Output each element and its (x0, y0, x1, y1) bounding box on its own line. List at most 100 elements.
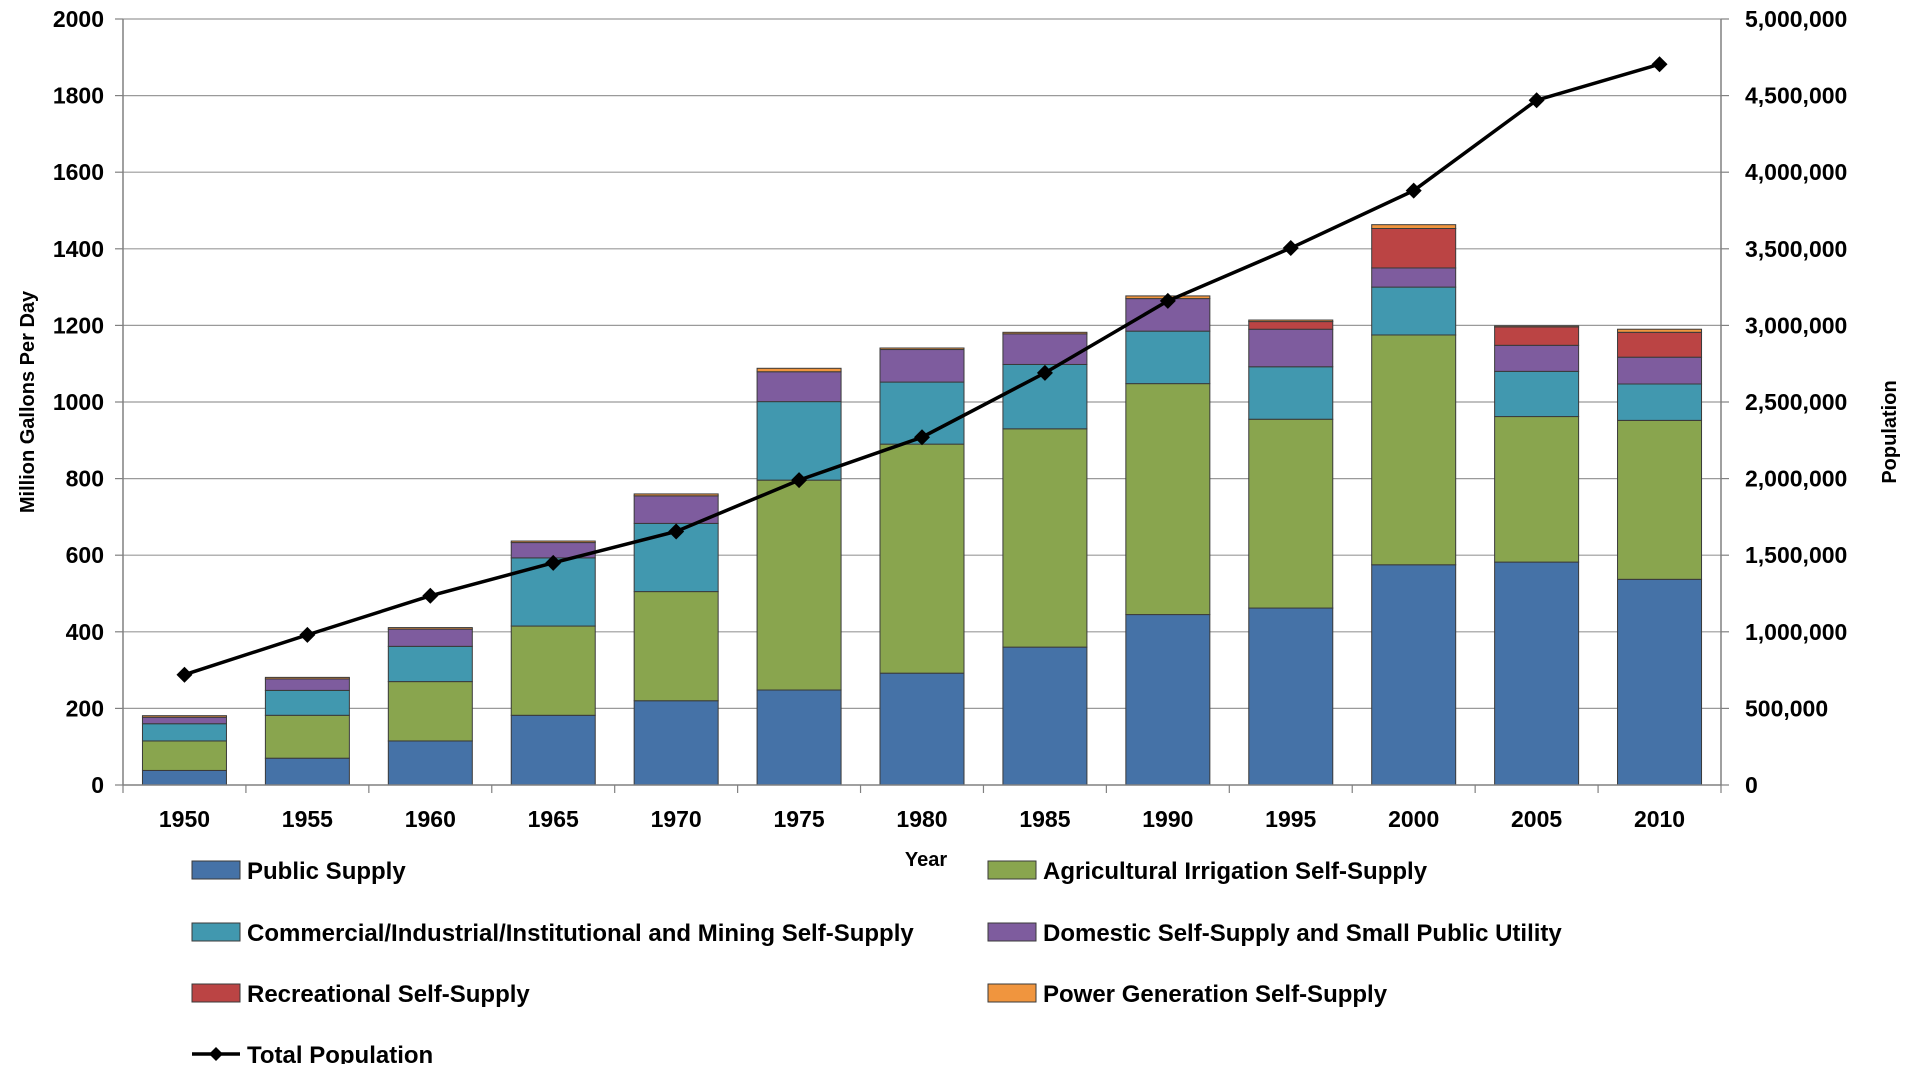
bar-segment (879, 347, 965, 351)
bar-segment (1617, 356, 1703, 385)
bar-segment (1371, 228, 1457, 269)
bar-segment (1617, 419, 1703, 580)
bar-segment (264, 714, 350, 759)
bar-segment (387, 627, 473, 630)
population-point (545, 554, 562, 571)
bar-segment (1248, 366, 1334, 420)
bar-segment (1617, 328, 1703, 333)
x-tick-label: 1995 (1265, 806, 1316, 832)
legend-label: Domestic Self-Supply and Small Public Ut… (1043, 920, 1562, 947)
y-axis-title: Million Gallons Per Day (17, 290, 39, 513)
bar-segment (1494, 561, 1580, 786)
legend: Public Supply Agricultural Irrigation Sel… (191, 858, 1562, 1069)
bar-segment (264, 757, 350, 786)
x-tick-label: 2010 (1634, 806, 1685, 832)
bar-segment (264, 689, 350, 716)
population-point (914, 429, 930, 446)
bar-segment (387, 628, 473, 647)
bar-segment (1494, 326, 1580, 346)
y-tick-label: 1000 (53, 389, 104, 415)
bar-segment (141, 716, 227, 725)
x-tick-label: 1985 (1019, 806, 1070, 832)
y2-tick-label: 5,000,000 (1745, 6, 1847, 32)
legend-label: Total Population (247, 1042, 433, 1064)
bar-segment (141, 769, 227, 786)
bar-segment (387, 645, 473, 683)
y2-tick-label: 1,000,000 (1745, 619, 1847, 645)
population-point (668, 523, 685, 540)
bar-segment (1494, 370, 1580, 418)
population-point (1405, 182, 1422, 199)
y-tick-label: 200 (66, 695, 104, 721)
tick-labels: 0 200 400 600 800 1000 1200 1400 1600 1800 2000 0 50… (53, 6, 1848, 832)
y-tick-label: 400 (66, 619, 104, 645)
x-tick-label: 1980 (896, 806, 947, 832)
bar-segment (1494, 344, 1580, 372)
legend-label: Recreational Self-Supply (247, 981, 530, 1008)
y-tick-label: 600 (66, 542, 104, 568)
bar-segment (1002, 646, 1088, 786)
x-tick-label: 1960 (405, 806, 456, 832)
legend-swatch (191, 983, 241, 1003)
x-tick-label: 1955 (282, 806, 333, 832)
x-tick-label: 1965 (528, 806, 579, 832)
bar-segment (1494, 416, 1580, 563)
x-tick-label: 1990 (1142, 806, 1193, 832)
legend-swatch (191, 860, 241, 880)
bar-segment (633, 591, 719, 702)
y-tick-label: 0 (91, 772, 104, 798)
y2-tick-label: 2,500,000 (1745, 389, 1847, 415)
bar-segment (141, 740, 227, 771)
population-line (176, 56, 1668, 683)
y2-tick-label: 1,500,000 (1745, 542, 1847, 568)
bar-segment (264, 676, 350, 680)
y2-tick-label: 4,000,000 (1745, 159, 1847, 185)
legend-swatch (987, 983, 1037, 1003)
legend-label: Commercial/Industrial/Institutional and … (247, 920, 914, 947)
bar-segment (387, 681, 473, 742)
bar-segment (1617, 331, 1703, 358)
bar-segment (1371, 286, 1457, 336)
bar-segment (264, 678, 350, 691)
y2-tick-label: 4,500,000 (1745, 83, 1847, 109)
axes (115, 18, 1729, 793)
bar-segment (1125, 383, 1211, 616)
bar-segment (633, 493, 719, 497)
bar-segment (756, 367, 842, 373)
bar-segment (1248, 321, 1334, 330)
bar-segment (1494, 325, 1580, 328)
population-point (1159, 292, 1176, 309)
population-point (1036, 364, 1053, 381)
legend-marker (209, 1047, 223, 1061)
legend-swatch (191, 922, 241, 942)
legend-swatch (987, 860, 1037, 880)
bar-segment (1617, 578, 1703, 786)
bar-segment (879, 349, 965, 383)
legend-swatch (987, 922, 1037, 942)
bar-segment (510, 540, 596, 544)
bar-segment (141, 715, 227, 718)
population-point (176, 666, 193, 683)
x-axis-title: Year (905, 849, 947, 871)
legend-label: Public Supply (247, 858, 406, 885)
population-point (1651, 56, 1668, 73)
bar-segment (1371, 564, 1457, 786)
bar-segment (1248, 328, 1334, 368)
x-tick-label: 1975 (773, 806, 824, 832)
y2-tick-label: 0 (1745, 772, 1758, 798)
x-tick-label: 1950 (159, 806, 210, 832)
bar-segment (1248, 418, 1334, 609)
x-tick-label: 2000 (1388, 806, 1439, 832)
y2-axis-title: Population (1879, 380, 1901, 483)
bar-segment (1002, 331, 1088, 335)
legend-label: Power Generation Self-Supply (1043, 981, 1388, 1008)
bar-segment (879, 443, 965, 674)
x-tick-label: 2005 (1511, 806, 1562, 832)
bar-segment (1125, 614, 1211, 786)
y2-tick-label: 3,500,000 (1745, 236, 1847, 262)
bar-segment (1248, 319, 1334, 323)
bar-segment (1617, 383, 1703, 421)
population-point (1282, 240, 1299, 257)
